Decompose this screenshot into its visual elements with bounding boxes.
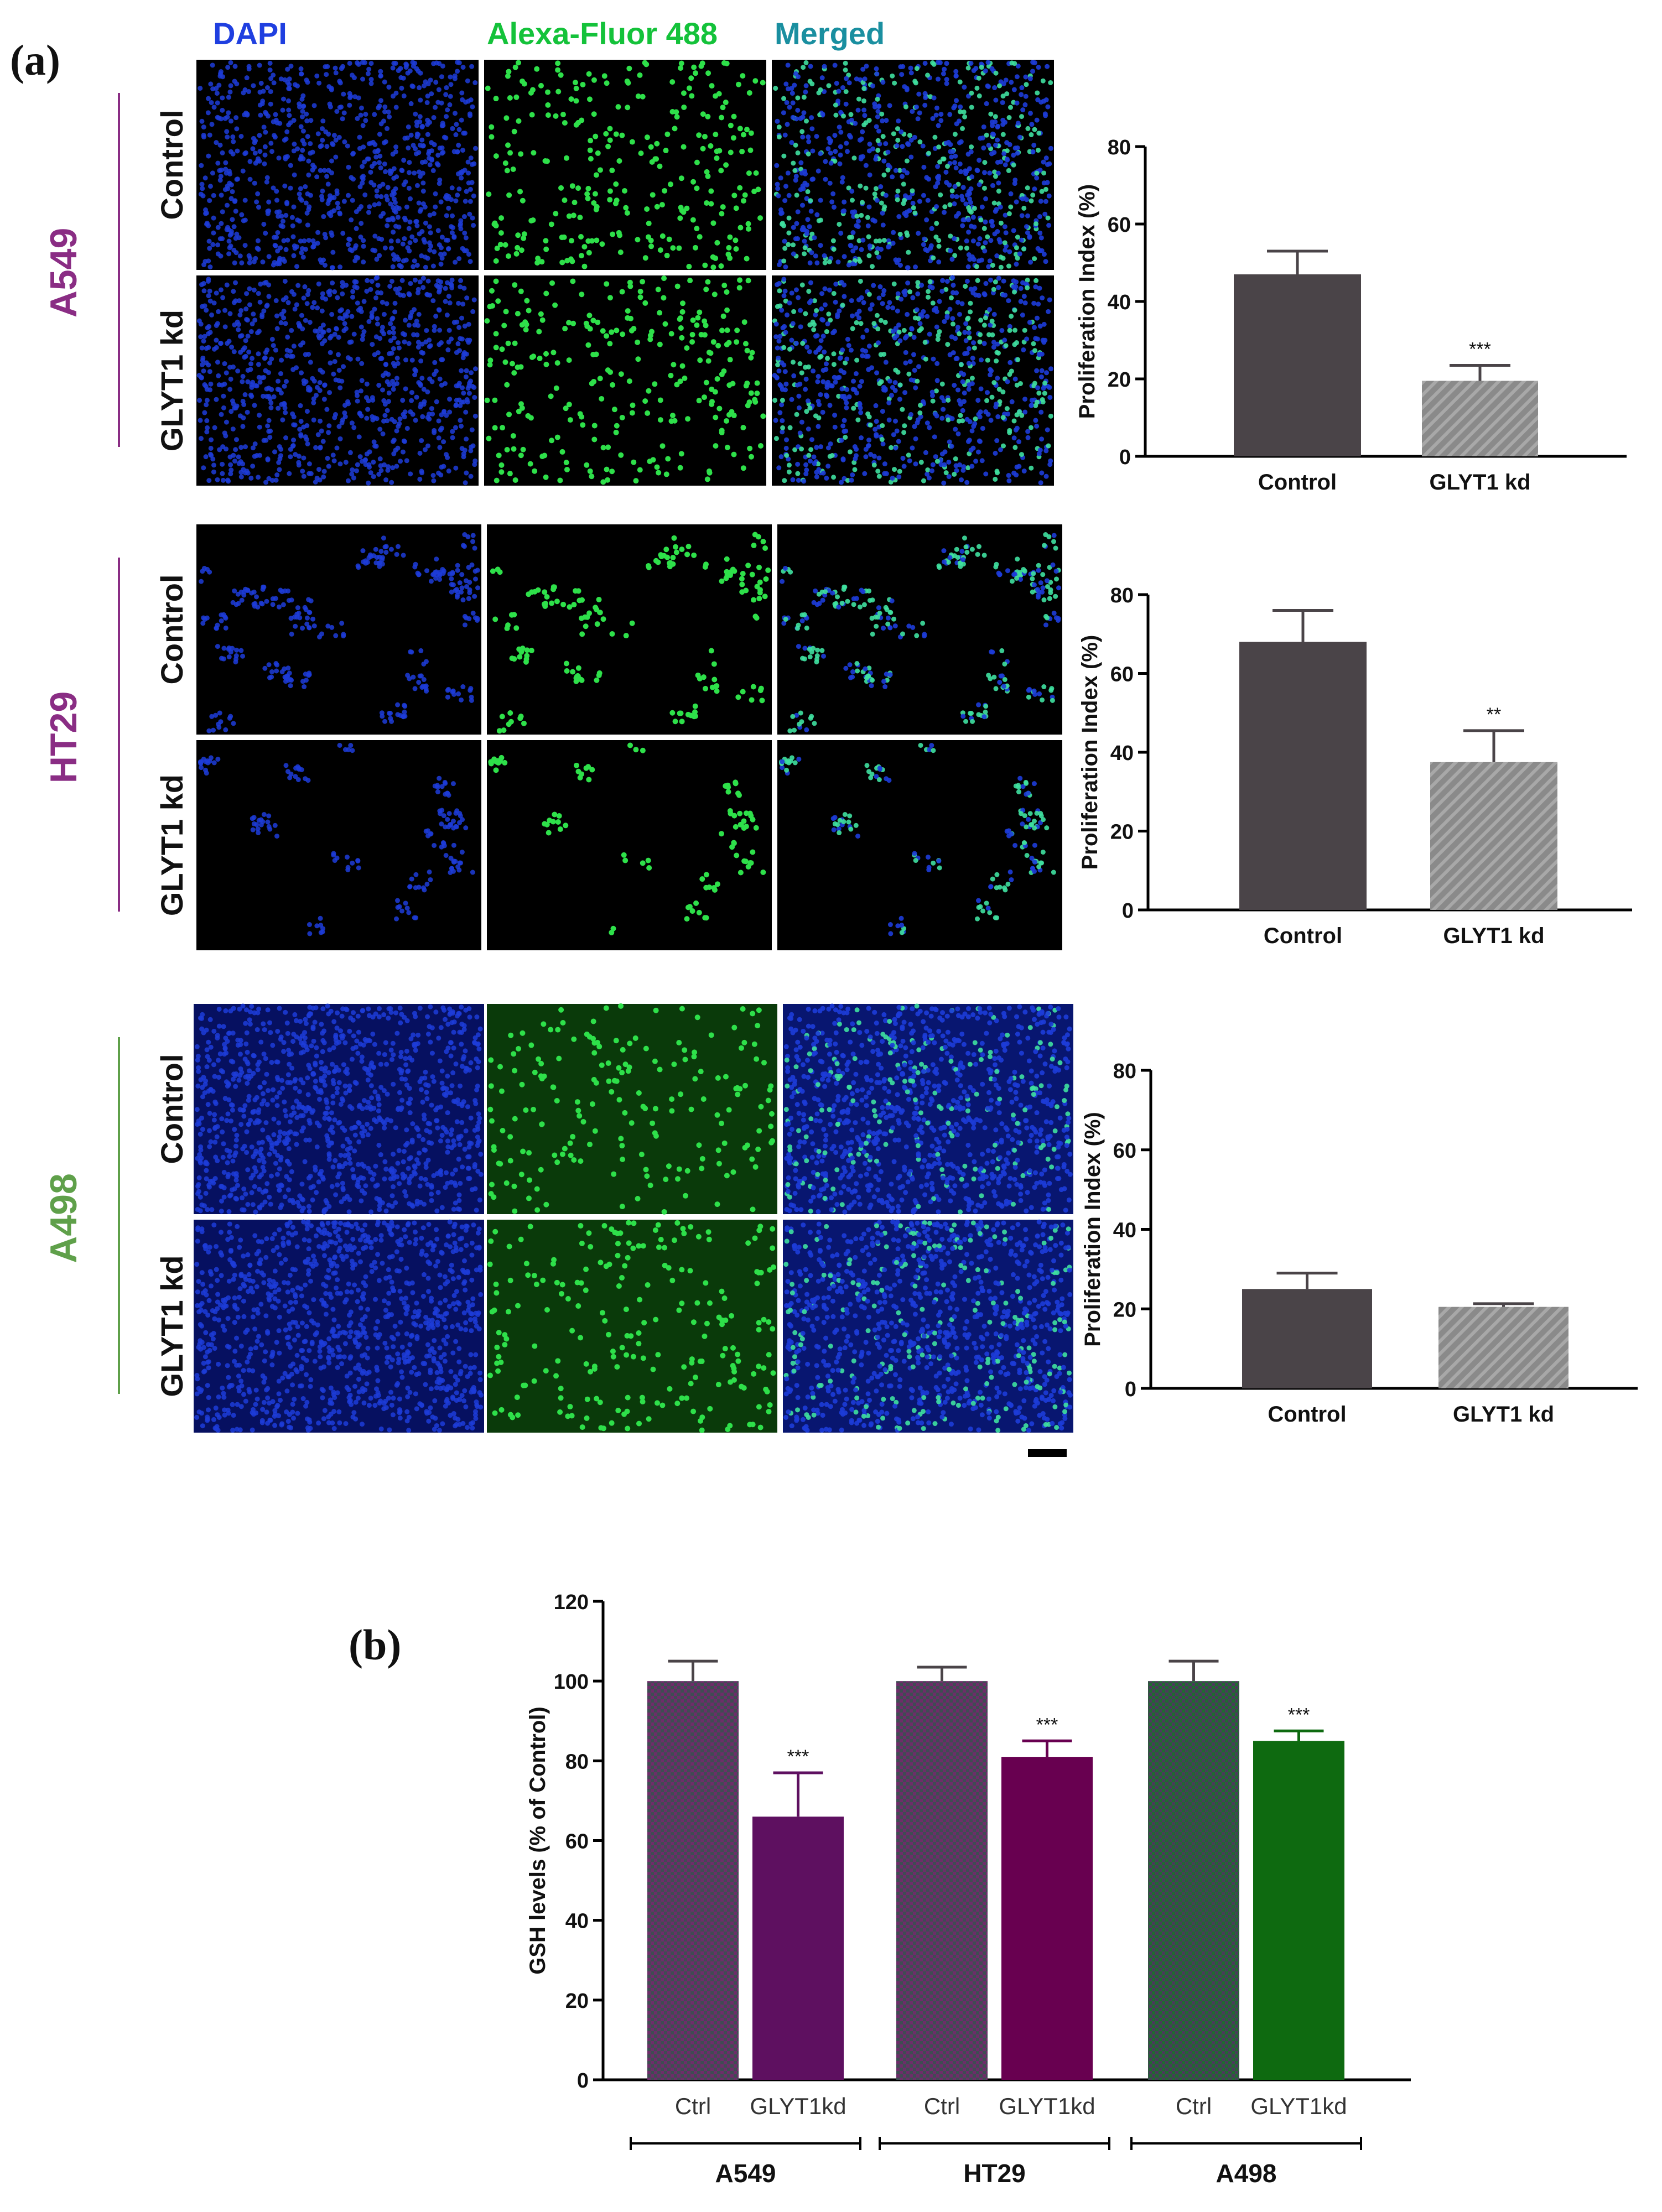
micrograph-tile [777, 740, 1062, 950]
y-tick-label: 60 [1113, 1139, 1136, 1163]
micrograph-tile [196, 524, 481, 735]
group-label: HT29 [963, 2159, 1025, 2188]
y-tick-label: 100 [554, 1670, 589, 1694]
y-tick-label: 20 [565, 1990, 589, 2013]
x-tick-label: Ctrl [675, 2093, 711, 2119]
y-tick-label: 60 [1108, 214, 1131, 237]
micrograph-tile [783, 1003, 1073, 1215]
channel-label-merged: Merged [775, 16, 885, 51]
y-tick-label: 0 [1119, 446, 1131, 469]
bar [1239, 642, 1367, 910]
x-tick-label: Ctrl [1176, 2093, 1212, 2119]
cell-line-label: A498 [43, 1173, 85, 1263]
significance-label: *** [1036, 1714, 1058, 1735]
condition-label: GLYT1 kd [154, 1255, 189, 1397]
bar [1430, 762, 1557, 910]
x-tick-label: GLYT1 kd [1453, 1402, 1554, 1427]
x-tick-label: GLYT1 kd [1443, 924, 1544, 948]
charts: 0 20 40 60 80 Proliferation Index (%) Control *… [526, 136, 1638, 2188]
micrograph-tile [487, 740, 772, 950]
y-tick-label: 0 [577, 2069, 589, 2093]
bar [647, 1681, 739, 2080]
micrograph-tile [783, 1219, 1073, 1433]
y-tick-label: 80 [1113, 1060, 1136, 1083]
x-tick-label: Control [1258, 470, 1337, 495]
y-tick-label: 40 [1108, 291, 1131, 314]
bar [1234, 274, 1361, 456]
row-labels: A549 Control GLYT1 kd HT29 Control GLYT1 kd A4… [43, 93, 189, 1397]
x-tick-label: Ctrl [924, 2093, 960, 2119]
significance-label: *** [787, 1746, 809, 1767]
y-axis-label: GSH levels (% of Control) [526, 1706, 550, 1975]
channel-label-alexa: Alexa-Fluor 488 [487, 16, 718, 51]
scale-bar [1028, 1449, 1067, 1457]
y-tick-label: 40 [565, 1910, 589, 1933]
y-tick-label: 20 [1113, 1298, 1136, 1321]
y-tick-label: 120 [554, 1591, 589, 1614]
bar [1001, 1757, 1093, 2080]
condition-label: Control [154, 1054, 189, 1164]
x-tick-label: Control [1264, 924, 1342, 948]
significance-label: *** [1288, 1704, 1310, 1725]
x-tick-label: GLYT1kd [750, 2093, 846, 2119]
y-tick-label: 60 [1110, 663, 1134, 686]
channel-label-dapi: DAPI [213, 16, 287, 51]
bar [1438, 1307, 1568, 1388]
x-tick-label: GLYT1 kd [1429, 470, 1530, 495]
y-axis-label: Proliferation Index (%) [1075, 184, 1099, 419]
micrograph-tile [487, 1003, 777, 1215]
micrograph-tile [487, 524, 772, 735]
condition-label: GLYT1 kd [154, 774, 189, 916]
significance-label: *** [1469, 339, 1491, 360]
proliferation-chart: 0 20 40 60 80 Proliferation Index (%) Control *… [1075, 136, 1627, 495]
bar [896, 1681, 988, 2080]
micrograph-tile [196, 275, 479, 486]
micrograph-tile [484, 275, 766, 486]
micrograph-grid [194, 60, 1073, 1433]
bar [1253, 1741, 1344, 2080]
y-tick-label: 80 [1110, 584, 1134, 607]
y-tick-label: 80 [1108, 136, 1131, 159]
y-axis-label: Proliferation Index (%) [1081, 1112, 1105, 1347]
significance-label: ** [1487, 704, 1501, 725]
micrograph-tile [772, 60, 1054, 270]
micrograph-tile [196, 60, 479, 270]
bar [1242, 1289, 1372, 1388]
y-tick-label: 20 [1108, 368, 1131, 392]
gsh-chart: 0 20 40 60 80 100 120 GSH levels (% of Control)… [526, 1591, 1411, 2188]
panel-label-b: (b) [349, 1621, 401, 1669]
micrograph-tile [196, 740, 481, 950]
micrograph-tile [194, 1003, 484, 1215]
micrograph-tile [487, 1220, 777, 1433]
proliferation-chart: 0 20 40 60 80 Proliferation Index (%) Control *… [1078, 584, 1632, 948]
x-tick-label: GLYT1kd [1250, 2093, 1347, 2119]
group-label: A498 [1216, 2159, 1277, 2188]
micrograph-tile [772, 275, 1054, 486]
bar [1148, 1681, 1239, 2080]
bar [1422, 381, 1538, 456]
proliferation-chart: 0 20 40 60 80 Proliferation Index (%) Control G… [1081, 1060, 1638, 1427]
x-tick-label: GLYT1kd [999, 2093, 1095, 2119]
micrograph-tile [484, 60, 766, 270]
y-tick-label: 0 [1122, 899, 1134, 923]
panel-label-a: (a) [10, 36, 60, 84]
y-tick-label: 40 [1113, 1219, 1136, 1242]
condition-label: GLYT1 kd [154, 310, 189, 451]
cell-line-label: A549 [43, 228, 85, 318]
y-tick-label: 40 [1110, 742, 1134, 765]
condition-label: Control [154, 110, 189, 220]
y-tick-label: 60 [565, 1830, 589, 1854]
y-tick-label: 20 [1110, 821, 1134, 844]
bar [752, 1817, 844, 2080]
micrograph-tile [194, 1219, 484, 1433]
group-label: A549 [715, 2159, 776, 2188]
y-tick-label: 80 [565, 1750, 589, 1773]
y-axis-label: Proliferation Index (%) [1078, 635, 1102, 870]
x-tick-label: Control [1268, 1402, 1346, 1427]
y-tick-label: 0 [1125, 1378, 1136, 1401]
condition-label: Control [154, 574, 189, 684]
cell-line-label: HT29 [43, 691, 85, 783]
micrograph-tile [777, 524, 1062, 735]
